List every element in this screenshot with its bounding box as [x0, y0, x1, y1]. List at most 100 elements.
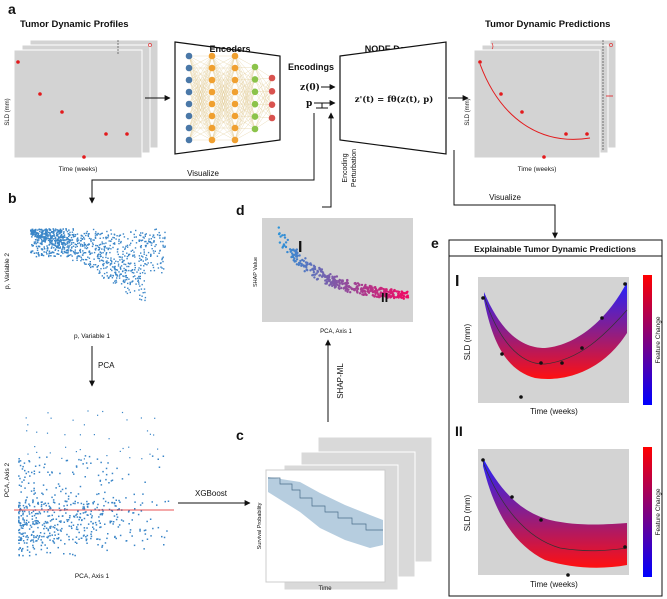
encoder-node [231, 100, 239, 108]
panel-label-a: a [8, 1, 16, 17]
encoder-node [231, 136, 239, 144]
encoder-node [208, 112, 216, 120]
explain-points-1 [481, 282, 627, 399]
perturbation-label-2: Perturbation [351, 149, 358, 187]
profiles-xlabel: Time (weeks) [59, 166, 98, 173]
encoder-node [185, 88, 193, 96]
encoder-node [251, 125, 259, 133]
profile-plot-front [13, 49, 143, 159]
predictions-ylabel: SLD (mm) [465, 98, 471, 125]
panel-label-d: d [236, 202, 245, 218]
shapml-arrow-label: SHAP-ML [336, 363, 345, 399]
z0-encoding: z(0) [300, 82, 320, 93]
profile-data-points [16, 60, 129, 159]
explain-ylabel-1: SLD (mm) [463, 323, 472, 360]
profiles-title: Tumor Dynamic Profiles [20, 19, 129, 30]
survival-ylabel: Survival Probability [257, 502, 263, 549]
explain-xlabel-2: Time (weeks) [530, 580, 578, 589]
node-decoder: NODE Decoder z'(t) = fθ(z(t), p) [339, 41, 447, 155]
encoder-node [251, 88, 259, 96]
explain-xlabel-1: Time (weeks) [530, 407, 578, 416]
profiles-ylabel: SLD (mm) [5, 98, 11, 125]
encoder-node [185, 136, 193, 144]
explain-ylabel-2: SLD (mm) [463, 494, 472, 531]
pca-scatter-plot [14, 402, 174, 560]
encoder-node [185, 52, 193, 60]
explain-band-1 [484, 282, 627, 379]
shap-cluster-I: I [298, 239, 302, 256]
encoder-node [208, 124, 216, 132]
panel-e-frame [448, 239, 663, 597]
encoder-node [231, 88, 239, 96]
explain-points-2 [481, 458, 627, 577]
encoder-node [231, 64, 239, 72]
survival-confidence-band [268, 477, 383, 548]
encoder-node [268, 114, 276, 122]
shap-xlabel: PCA, Axis 1 [320, 329, 352, 335]
encoders-label: Encoders [209, 44, 250, 54]
colorbar-label-2: Feature Change [655, 488, 662, 535]
survival-curve [268, 477, 383, 531]
encoder-node [208, 76, 216, 84]
visualize-left-label: Visualize [187, 169, 219, 178]
xgboost-arrow-label: XGBoost [195, 489, 228, 498]
predictions-title: Tumor Dynamic Predictions [485, 19, 610, 30]
colorbar-label-1: Feature Change [655, 316, 662, 363]
encoder-node [231, 52, 239, 60]
encoder-node [251, 76, 259, 83]
shap-scatter-points [277, 226, 410, 300]
latent-scatter-points [30, 228, 166, 302]
explain-curve-1 [483, 295, 628, 365]
pca-arrow-label: PCA [98, 361, 115, 370]
encoder-node [185, 64, 193, 72]
plot1-roman: I [455, 273, 459, 290]
encoder-node [185, 124, 193, 132]
encoder-node [251, 113, 259, 120]
encoder-network: Encoders [174, 41, 281, 155]
colorbar-2 [643, 447, 652, 577]
predictions-xlabel: Time (weeks) [518, 166, 557, 173]
encoder-node [251, 63, 259, 71]
panel-e-title: Explainable Tumor Dynamic Predictions [474, 244, 636, 254]
pca-scatter-points [18, 410, 170, 557]
panel-label-b: b [8, 190, 17, 206]
encoder-node [208, 136, 216, 144]
predictions-stack [473, 39, 617, 159]
encoder-node [185, 100, 193, 108]
encodings-label: Encodings [288, 62, 334, 72]
survival-stack [265, 436, 433, 591]
pca-ylabel: PCA, Axis 2 [4, 462, 11, 497]
shap-cluster-II: II [381, 290, 388, 305]
encoder-node [208, 88, 216, 96]
prediction-data-points [478, 60, 589, 159]
encoder-node [251, 100, 259, 108]
latent-xlabel: p, Variable 1 [74, 333, 110, 340]
prediction-curve [479, 63, 591, 140]
explain-curve-2 [482, 461, 628, 552]
encoder-node [268, 88, 276, 95]
shap-ylabel: SHAP Value [253, 257, 259, 287]
encoder-node [185, 76, 193, 84]
encoder-node [208, 64, 216, 72]
panel-label-c: c [236, 427, 244, 443]
panel-label-e: e [431, 235, 439, 251]
encoder-node [231, 124, 239, 132]
visualize-right-label: Visualize [489, 193, 521, 202]
perturbation-label-1: Encoding [342, 153, 349, 182]
encoder-node [231, 112, 239, 120]
latent-ylabel: p, Variable 2 [4, 253, 11, 289]
pca-xlabel: PCA, Axis 1 [75, 573, 110, 580]
explain-band-2 [483, 458, 627, 568]
survival-xlabel: Time [318, 586, 332, 592]
encoder-node [268, 74, 276, 82]
colorbar-1 [643, 275, 652, 405]
profiles-stack [13, 39, 159, 159]
p-encoding: p [306, 99, 312, 109]
ode-equation: z'(t) = fθ(z(t), p) [355, 94, 433, 105]
encoder-node [268, 101, 276, 108]
shap-plot [262, 218, 413, 322]
encoder-node [208, 100, 216, 108]
plot2-roman: II [455, 423, 463, 439]
encoder-node [185, 112, 193, 120]
